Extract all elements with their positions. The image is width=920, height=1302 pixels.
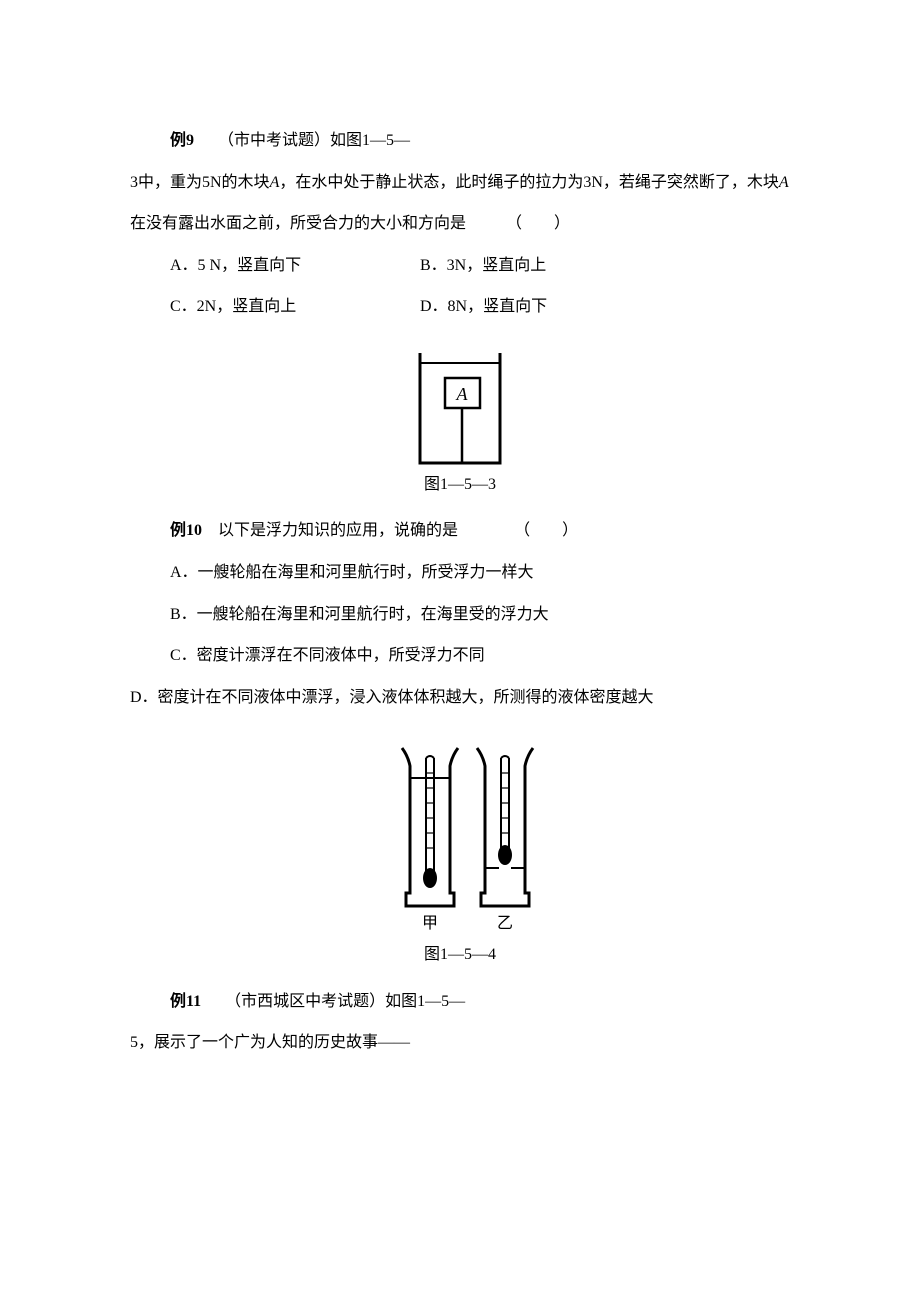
q10-opt-a: A．一艘轮船在海里和河里航行时，所受浮力一样大 <box>130 552 790 594</box>
q9-opt-d: D．8N，竖直向下 <box>420 286 547 328</box>
q10-line1: 例10 以下是浮力知识的应用，说确的是 （ ） <box>130 510 790 552</box>
block-a-label: A <box>456 384 469 404</box>
q10-opt-d: D．密度计在不同液体中漂浮，浸入液体体积越大，所测得的液体密度越大 <box>130 677 790 719</box>
q9-opts-row1: A．5 N，竖直向下 B．3N，竖直向上 <box>130 245 790 287</box>
document-page: 例9 （市中考试题）如图1—5— 3中，重为5N的木块A，在水中处于静止状态，此… <box>0 0 920 1124</box>
q9-line1: 例9 （市中考试题）如图1—5— <box>130 120 790 162</box>
q11-stem: 5，展示了一个广为人知的历史故事—— <box>130 1022 790 1064</box>
q10-paren: （ ） <box>522 522 578 539</box>
q10-label: 例10 <box>170 522 202 539</box>
q9-figure: A 图1—5—3 <box>130 348 790 496</box>
q10-figure-caption: 图1—5—4 <box>130 944 790 966</box>
beaker-block-icon: A <box>400 348 520 468</box>
q10-figure: 甲 乙 图1—5—4 <box>130 738 790 966</box>
q9-stem: 3中，重为5N的木块A，在水中处于静止状态，此时绳子的拉力为3N，若绳子突然断了… <box>130 162 790 245</box>
q9-opt-a: A．5 N，竖直向下 <box>170 245 420 287</box>
q9-paren: （ ） <box>514 215 570 232</box>
q11-source: （市西城区中考试题）如图1—5— <box>233 993 465 1010</box>
hydrometer-left-label: 甲 <box>422 915 438 932</box>
q11-label: 例11 <box>170 993 201 1010</box>
q10-opt-c: C．密度计漂浮在不同液体中，所受浮力不同 <box>130 635 790 677</box>
q9-opt-c: C．2N，竖直向上 <box>170 286 420 328</box>
hydrometers-icon: 甲 乙 <box>360 738 560 938</box>
q9-source: （市中考试题）如图1—5— <box>226 132 410 149</box>
q10-stem: 以下是浮力知识的应用，说确的是 <box>218 522 458 539</box>
q9-opt-b: B．3N，竖直向上 <box>420 245 546 287</box>
q10-opt-b: B．一艘轮船在海里和河里航行时，在海里受的浮力大 <box>130 594 790 636</box>
hydrometer-right-label: 乙 <box>497 915 513 932</box>
q9-label: 例9 <box>170 132 194 149</box>
q9-figure-caption: 图1—5—3 <box>130 474 790 496</box>
q11-line1: 例11 （市西城区中考试题）如图1—5— <box>130 981 790 1023</box>
q9-opts-row2: C．2N，竖直向上 D．8N，竖直向下 <box>130 286 790 328</box>
